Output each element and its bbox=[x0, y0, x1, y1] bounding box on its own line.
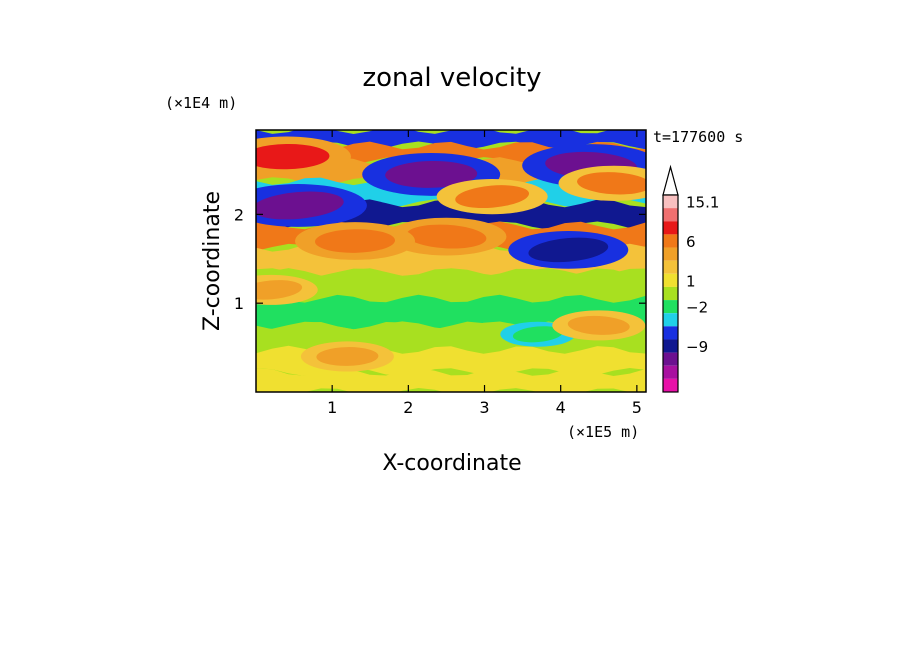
velocity-core bbox=[315, 229, 396, 253]
x-tick-label: 2 bbox=[403, 398, 413, 417]
velocity-core bbox=[577, 172, 646, 195]
plot-frame bbox=[255, 129, 647, 393]
time-label: t=177600 s bbox=[653, 128, 743, 146]
colorbar-label: 1 bbox=[686, 272, 696, 290]
colorbar-cell bbox=[663, 221, 678, 235]
colorbar-cell bbox=[663, 352, 678, 366]
colorbar-cell bbox=[663, 326, 678, 340]
colorbar-cell bbox=[663, 286, 678, 301]
velocity-band bbox=[256, 294, 646, 330]
velocity-band bbox=[256, 268, 646, 303]
colorbar-cell bbox=[663, 273, 678, 287]
y-tick-label: 1 bbox=[234, 294, 244, 313]
contour-plot-area bbox=[256, 130, 646, 392]
velocity-core bbox=[455, 185, 530, 209]
colorbar-cell bbox=[663, 313, 678, 327]
colorbar-cell bbox=[663, 234, 678, 248]
colorbar-label: 15.1 bbox=[686, 194, 719, 212]
velocity-core bbox=[256, 280, 303, 300]
x-unit-label: (×1E5 m) bbox=[567, 423, 639, 441]
colorbar-cell bbox=[663, 378, 678, 392]
chart-title: zonal velocity bbox=[362, 63, 541, 93]
colorbar-label: 6 bbox=[686, 233, 696, 251]
x-tick-label: 1 bbox=[327, 398, 337, 417]
colorbar-cell bbox=[663, 365, 678, 379]
colorbar-cell bbox=[663, 300, 678, 314]
velocity-core bbox=[385, 160, 478, 188]
velocity-core bbox=[256, 191, 344, 220]
velocity-band bbox=[256, 368, 646, 392]
colorbar-cell bbox=[663, 195, 678, 209]
velocity-core bbox=[528, 237, 609, 263]
colorbar: 15.1 6 1 −2 −9 bbox=[662, 164, 719, 393]
velocity-core bbox=[256, 144, 330, 170]
colorbar-cell bbox=[663, 339, 678, 353]
velocity-core bbox=[567, 315, 630, 335]
y-tick-label: 2 bbox=[234, 205, 244, 224]
y-axis-ticks: 12 bbox=[234, 205, 646, 313]
x-axis-ticks: 1 2 3 4 5 bbox=[327, 130, 642, 417]
y-unit-label: (×1E4 m) bbox=[165, 94, 237, 112]
colorbar-label: −9 bbox=[686, 338, 708, 356]
x-tick-label: 5 bbox=[632, 398, 642, 417]
y-axis-label: Z-coordinate bbox=[200, 191, 225, 331]
x-axis-label: X-coordinate bbox=[382, 451, 521, 476]
colorbar-frame bbox=[662, 194, 679, 393]
velocity-core bbox=[316, 347, 379, 366]
x-tick-label: 3 bbox=[479, 398, 489, 417]
velocity-core bbox=[512, 326, 563, 343]
colorbar-extend-arrow bbox=[662, 164, 679, 196]
colorbar-cell bbox=[663, 247, 678, 261]
colorbar-cell bbox=[663, 208, 678, 222]
colorbar-label: −2 bbox=[686, 299, 708, 317]
velocity-core bbox=[406, 224, 487, 249]
x-tick-label: 4 bbox=[556, 398, 566, 417]
colorbar-cell bbox=[663, 260, 678, 274]
